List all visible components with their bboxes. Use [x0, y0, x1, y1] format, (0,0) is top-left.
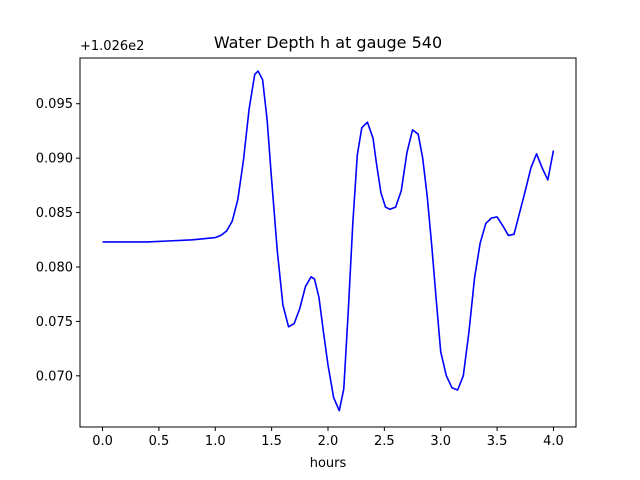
x-tick-label: 2.5: [374, 434, 395, 449]
x-tick-label: 1.0: [205, 434, 226, 449]
x-tick-label: 2.0: [318, 434, 339, 449]
y-tick-label: 0.090: [36, 152, 73, 167]
y-tick-label: 0.095: [36, 97, 73, 112]
x-tick-label: 0.5: [149, 434, 170, 449]
y-tick-label: 0.080: [36, 260, 73, 275]
x-axis-label: hours: [310, 456, 347, 471]
x-tick-label: 0.0: [92, 434, 113, 449]
y-tick-label: 0.075: [36, 315, 73, 330]
plot-area: 0.0 0.5 1.0 1.5 2.0 2.5 3.0 3.5 4.0 0.070 0.075 0.0…: [36, 57, 577, 449]
y-offset-label: +1.026e2: [80, 39, 144, 54]
chart-title: Water Depth h at gauge 540: [214, 33, 442, 52]
y-tick-label: 0.085: [36, 206, 73, 221]
x-tick-label: 4.0: [543, 434, 564, 449]
y-tick-label: 0.070: [36, 369, 73, 384]
x-tick-label: 3.5: [487, 434, 508, 449]
x-tick-label: 1.5: [261, 434, 282, 449]
x-tick-label: 3.0: [430, 434, 451, 449]
series-line-0: [102, 70, 555, 412]
